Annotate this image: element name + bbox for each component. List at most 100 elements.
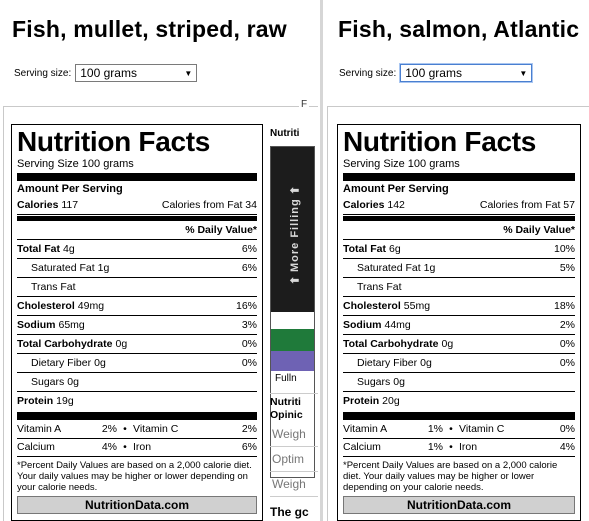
nutrient-amount: 0g (441, 338, 454, 350)
nutrient-row: Cholesterol 49mg 16% (17, 297, 257, 316)
bullet-icon: • (449, 441, 453, 453)
vitamin-row: Vitamin A 1% • Vitamin C 0% (343, 421, 575, 439)
opinion-item[interactable]: Optim (270, 447, 318, 472)
vitamin-dv: 2% (101, 423, 117, 435)
nutrient-label: Total Fat (343, 243, 386, 255)
divider-thick (17, 173, 257, 181)
vitamin-row: Calcium 1% • Iron 4% (343, 439, 575, 457)
amount-per-serving: Amount Per Serving (17, 183, 123, 195)
nutrient-dv: 0% (241, 357, 257, 369)
bullet-icon: • (123, 441, 127, 453)
vitamin-dv: 6% (241, 441, 257, 453)
vitamin-dv: 1% (427, 441, 443, 453)
nutrition-opinion-panel: Nutriti Opinic Weigh Optim Weigh The gc (270, 393, 318, 519)
nutrient-amount: 65mg (58, 319, 85, 331)
nutrient-row: Total Fat 6g 10% (343, 240, 575, 259)
opinion-item[interactable]: Weigh (270, 422, 318, 447)
nutrient-label: Sodium (343, 319, 382, 331)
nutrient-amount: 49mg (77, 300, 105, 312)
nutrient-label: Sodium (17, 319, 56, 331)
nutritiondata-link[interactable]: NutritionData.com (343, 496, 575, 514)
arrow-up-icon: ⬆ (289, 185, 302, 196)
nutrient-label: Sugars (31, 376, 65, 388)
divider-medium (17, 216, 257, 221)
nutrition-facts-label: Nutrition Facts Serving Size 100 grams A… (337, 124, 581, 521)
nutrient-row: Saturated Fat 1g 6% (17, 259, 257, 278)
content-frame (327, 106, 589, 521)
dropdown-caret-icon: ▼ (519, 68, 528, 78)
nutrient-row: Dietary Fiber 0g 0% (17, 354, 257, 373)
nutrient-amount: 0g (94, 357, 106, 369)
daily-value-header: % Daily Value* (343, 222, 575, 240)
opinion-item[interactable]: Weigh (270, 472, 318, 497)
calories-label: Calories (343, 199, 385, 211)
nutrient-row: Dietary Fiber 0g 0% (343, 354, 575, 373)
more-filling-zone (271, 147, 314, 312)
nutrient-label: Cholesterol (343, 300, 401, 312)
bullet-icon: • (123, 423, 127, 435)
nutrient-label: Protein (343, 395, 380, 407)
nutrient-row: Trans Fat (17, 278, 257, 297)
serving-size-label: Serving size: (339, 67, 397, 79)
more-filling-text: More Filling (289, 198, 301, 272)
daily-value-header: % Daily Value* (17, 222, 257, 240)
nutrient-dv: 10% (553, 243, 575, 255)
nutrient-row: Sodium 44mg 2% (343, 316, 575, 335)
vitamin-label: Vitamin A (17, 423, 62, 435)
nutrient-amount: 0g (393, 376, 405, 388)
nutrient-dv: 0% (559, 357, 575, 369)
nutrient-amount: 44mg (384, 319, 411, 331)
vitamin-label: Vitamin A (343, 423, 388, 435)
food-title: Fish, mullet, striped, raw (12, 16, 287, 42)
vitamin-row: Calcium 4% • Iron 6% (17, 439, 257, 457)
serving-size-select[interactable]: 100 grams ▼ (400, 64, 533, 82)
vitamin-dv: 2% (241, 423, 257, 435)
vitamin-row: Vitamin A 2% • Vitamin C 2% (17, 421, 257, 439)
calories-value: 117 (61, 199, 79, 211)
daily-value-footnote: *Percent Daily Values are based on a 2,0… (17, 460, 252, 493)
calories-row: Calories 142 Calories from Fat 57 (343, 196, 575, 215)
serving-size-text: Serving Size 100 grams (343, 158, 460, 170)
arrow-up-icon: ⬆ (289, 274, 302, 285)
the-good-heading: The gc (270, 505, 309, 519)
nutrient-label: Trans Fat (357, 281, 402, 293)
nutrient-row: Sugars 0g (343, 373, 575, 392)
nutritiondata-link[interactable]: NutritionData.com (17, 496, 257, 514)
vitamin-label: Iron (133, 441, 152, 453)
nutrient-amount: 6g (388, 243, 401, 255)
nutrient-row: Total Carbohydrate 0g 0% (343, 335, 575, 354)
side-panel-heading: Nutriti (270, 128, 300, 139)
nutrient-dv: 5% (559, 262, 575, 274)
pane-divider (320, 0, 323, 521)
serving-size-select[interactable]: 100 grams ▼ (75, 64, 198, 82)
nutrient-dv: 0% (559, 338, 575, 350)
side-panel: Nutriti ⬆ More Filling ⬆ Fulln Nutriti O… (270, 128, 318, 521)
vitamin-dv: 0% (559, 423, 575, 435)
nutrient-label: Cholesterol (17, 300, 75, 312)
nutrient-amount: 4g (62, 243, 75, 255)
frame-legend: F (299, 99, 310, 110)
nutrient-amount: 20g (382, 395, 400, 407)
nutrient-amount: 19g (56, 395, 74, 407)
nutrient-row: Protein 20g (343, 392, 575, 410)
serving-size-text: Serving Size 100 grams (17, 158, 134, 170)
nutrient-amount: 55mg (403, 300, 431, 312)
divider-thick (17, 412, 257, 420)
more-filling-label: ⬆ More Filling ⬆ (284, 185, 306, 285)
nutrient-amount: 1g (423, 262, 436, 274)
serving-size-label: Serving size: (14, 67, 72, 79)
nutrient-label: Dietary Fiber (31, 357, 92, 369)
nutrient-dv: 16% (235, 300, 257, 312)
divider-medium (343, 216, 575, 221)
nutrient-dv: 6% (241, 262, 257, 274)
nutrient-label: Protein (17, 395, 54, 407)
nutrient-row: Total Fat 4g 6% (17, 240, 257, 259)
nutrient-amount: 0g (420, 357, 432, 369)
fullness-green-band (271, 329, 314, 351)
nutrient-dv: 2% (559, 319, 575, 331)
nutrient-row: Sugars 0g (17, 373, 257, 392)
amount-per-serving: Amount Per Serving (343, 183, 449, 195)
nutrient-label: Sugars (357, 376, 391, 388)
nutrient-label: Total Carbohydrate (343, 338, 439, 350)
nutrient-row: Saturated Fat 1g 5% (343, 259, 575, 278)
